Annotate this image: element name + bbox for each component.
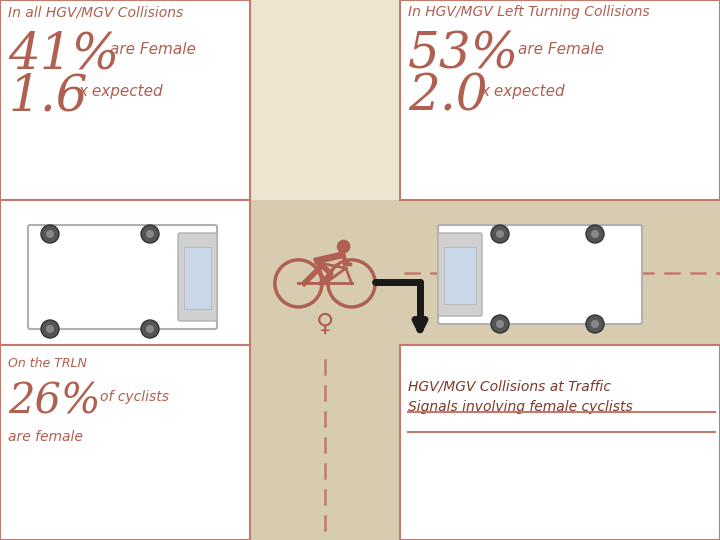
Text: In all HGV/MGV Collisions: In all HGV/MGV Collisions bbox=[8, 5, 184, 19]
Circle shape bbox=[586, 315, 604, 333]
Circle shape bbox=[146, 230, 154, 238]
Text: In HGV/MGV Left Turning Collisions: In HGV/MGV Left Turning Collisions bbox=[408, 5, 649, 19]
Text: HGV/MGV Collisions at Traffic: HGV/MGV Collisions at Traffic bbox=[408, 380, 611, 394]
Circle shape bbox=[46, 325, 54, 333]
Circle shape bbox=[141, 225, 159, 243]
Circle shape bbox=[46, 230, 54, 238]
Bar bbox=[400, 345, 720, 540]
Circle shape bbox=[41, 225, 59, 243]
Bar bbox=[444, 247, 476, 304]
Circle shape bbox=[141, 320, 159, 338]
Text: 1.6: 1.6 bbox=[8, 72, 88, 122]
Circle shape bbox=[491, 315, 509, 333]
Text: x expected: x expected bbox=[480, 84, 564, 99]
Bar bbox=[250, 345, 400, 540]
Circle shape bbox=[586, 225, 604, 243]
Text: are Female: are Female bbox=[110, 42, 196, 57]
Text: On the TRLN: On the TRLN bbox=[8, 357, 87, 370]
FancyBboxPatch shape bbox=[28, 225, 217, 329]
Circle shape bbox=[41, 320, 59, 338]
Circle shape bbox=[591, 230, 599, 238]
Bar bbox=[0, 0, 250, 200]
FancyBboxPatch shape bbox=[438, 225, 642, 324]
Circle shape bbox=[491, 225, 509, 243]
Circle shape bbox=[496, 320, 504, 328]
Text: are female: are female bbox=[8, 430, 83, 444]
Text: 41%: 41% bbox=[8, 30, 120, 79]
FancyBboxPatch shape bbox=[178, 233, 217, 321]
Text: Signals involving female cyclists: Signals involving female cyclists bbox=[408, 400, 633, 414]
FancyBboxPatch shape bbox=[438, 233, 482, 316]
Text: 2.0: 2.0 bbox=[408, 72, 487, 122]
Bar bbox=[0, 200, 250, 345]
Circle shape bbox=[337, 240, 351, 253]
Circle shape bbox=[146, 325, 154, 333]
Bar bbox=[0, 345, 250, 540]
Text: x expected: x expected bbox=[78, 84, 163, 99]
Text: 26%: 26% bbox=[8, 380, 101, 422]
Text: of cyclists: of cyclists bbox=[100, 390, 169, 404]
Bar bbox=[400, 0, 720, 200]
Text: ♀: ♀ bbox=[316, 312, 334, 336]
Circle shape bbox=[591, 320, 599, 328]
Text: are Female: are Female bbox=[518, 42, 604, 57]
Circle shape bbox=[496, 230, 504, 238]
Bar bbox=[184, 247, 211, 309]
Bar bbox=[0, 200, 720, 345]
Text: 53%: 53% bbox=[408, 30, 519, 79]
